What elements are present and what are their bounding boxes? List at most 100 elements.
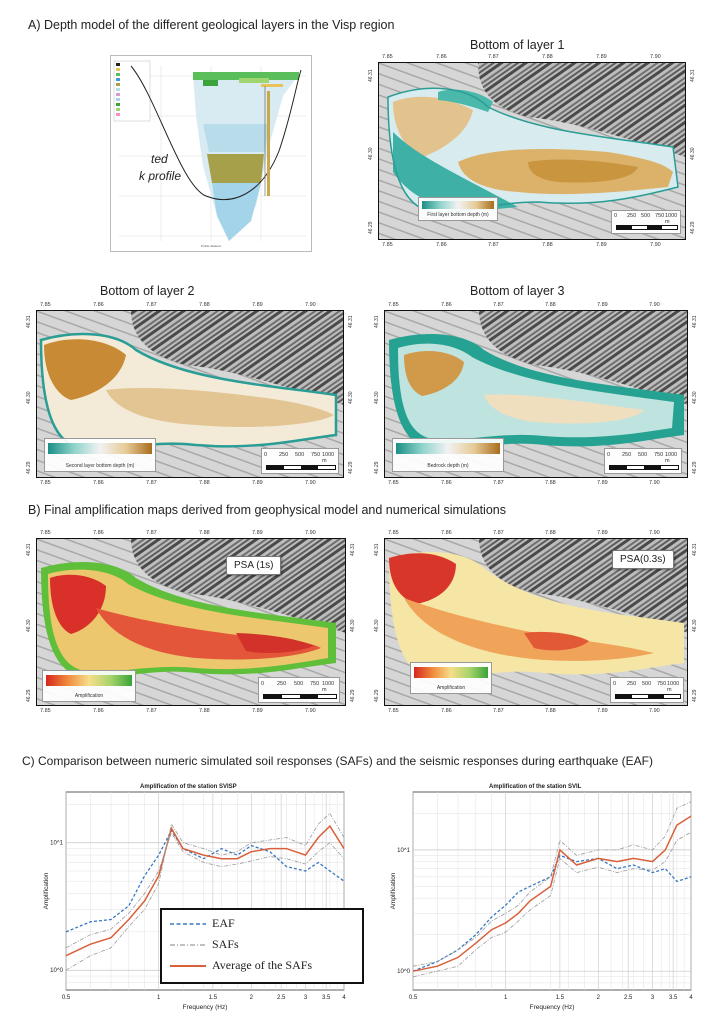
- map3-xtick-bottom: 7.90: [649, 480, 660, 486]
- map3-xtick: 7.85: [388, 302, 399, 308]
- map3-ytick-right: 46.31: [692, 315, 698, 328]
- map5-xtick: 7.89: [597, 530, 608, 536]
- y-axis-label: Amplification: [43, 872, 50, 909]
- map2-ytick: 46.29: [26, 461, 32, 474]
- chart2-title: Amplification of the station SVIL: [489, 784, 582, 790]
- map4-scale-tick: 750: [310, 681, 320, 687]
- map2-xtick-bottom: 7.86: [93, 480, 104, 486]
- map5-legend-label: Amplification: [436, 685, 466, 691]
- map4-legend: Amplification: [42, 670, 136, 702]
- x-tick-label: 2: [250, 995, 254, 1001]
- map3-xtick: 7.87: [493, 302, 504, 308]
- map3-xtick: 7.89: [597, 302, 608, 308]
- legend-avg: Average of the SAFs: [212, 958, 313, 972]
- y-tick-label: 10^1: [50, 841, 63, 847]
- map1-xtick-bottom: 7.90: [650, 242, 661, 248]
- x-tick-label: 0.5: [62, 995, 71, 1001]
- map3-scale-tick: 1000 m: [665, 452, 678, 464]
- map1-xtick: 7.88: [542, 54, 553, 60]
- map1-ytick-right: 46.29: [690, 221, 696, 234]
- map5-xtick-bottom: 7.85: [388, 708, 399, 714]
- map5-scale-tick: 750: [657, 681, 667, 687]
- map5-scale-tick: 500: [642, 681, 652, 687]
- map4-scale-tick: 500: [294, 681, 304, 687]
- map1-xtick: 7.87: [488, 54, 499, 60]
- map3-xtick: 7.90: [649, 302, 660, 308]
- map4-xtick: 7.85: [40, 530, 51, 536]
- map3-ytick-right: 46.29: [692, 461, 698, 474]
- x-tick-label: 2.5: [277, 995, 286, 1001]
- map5-scale-tick: 1000 m: [667, 681, 680, 693]
- map1-ytick-right: 46.30: [690, 147, 696, 160]
- x-tick-label: 3.5: [669, 995, 678, 1001]
- x-axis-label: Frequency (Hz): [530, 1004, 575, 1011]
- map1-xtick-bottom: 7.88: [542, 242, 553, 248]
- map3-scale-tick: 500: [638, 452, 648, 458]
- profile-label-2: k profile: [139, 169, 182, 183]
- map4-scale-tick: 1000 m: [322, 681, 335, 693]
- map2-ytick: 46.31: [26, 315, 32, 328]
- map2-ytick-right: 46.31: [348, 315, 354, 328]
- x-tick-label: 0.5: [409, 995, 418, 1001]
- map2-scale-graphic: [266, 465, 336, 470]
- map5-ytick-right: 46.30: [692, 619, 698, 632]
- chart-svil: Amplification of the station SVIL 0.5 1 1.…: [385, 780, 705, 1016]
- map4-xtick: 7.90: [305, 530, 316, 536]
- map2-ytick: 46.30: [26, 391, 32, 404]
- map5-ytick: 46.31: [374, 543, 380, 556]
- map2-xtick-bottom: 7.89: [252, 480, 263, 486]
- map3-scale-tick: 0: [607, 452, 611, 458]
- map-bottom-layer-2: Second layer bottom depth (m) 0 250 500 …: [36, 310, 344, 478]
- map2-ytick-right: 46.30: [348, 391, 354, 404]
- x-tick-label: 1.5: [209, 995, 218, 1001]
- series-line-safs: [65, 812, 345, 971]
- x-tick-label: 2.5: [624, 995, 633, 1001]
- map1-ytick: 46.29: [368, 221, 374, 234]
- map5-scale-graphic: [615, 694, 681, 699]
- x-tick-label: 3: [304, 995, 308, 1001]
- series-line-average-of-the-safs: [65, 824, 345, 957]
- map1-scale-tick: 0: [614, 213, 618, 219]
- map3-ytick: 46.30: [374, 391, 380, 404]
- map3-xtick-bottom: 7.89: [597, 480, 608, 486]
- map2-title: Bottom of layer 2: [100, 284, 195, 298]
- map5-scale-tick: 250: [627, 681, 637, 687]
- map2-xtick: 7.90: [305, 302, 316, 308]
- map4-colorbar: [46, 675, 132, 686]
- map4-scalebar: 0 250 500 750 1000 m: [258, 677, 340, 703]
- chart1-title: Amplification of the station SVISP: [140, 784, 237, 790]
- map2-scalebar: 0 250 500 750 1000 m: [261, 448, 339, 474]
- map2-xtick-bottom: 7.85: [40, 480, 51, 486]
- series-line-safs: [65, 831, 345, 949]
- map1-legend-label: First layer bottom depth (m): [427, 212, 489, 218]
- profile-label-1: ted: [151, 152, 168, 166]
- map1-title: Bottom of layer 1: [470, 38, 565, 52]
- map4-svg: [36, 538, 346, 706]
- map1-xtick-bottom: 7.87: [488, 242, 499, 248]
- map3-title: Bottom of layer 3: [470, 284, 565, 298]
- legend-safs: SAFs: [212, 937, 239, 951]
- map1-scale-tick: 750: [655, 213, 665, 219]
- profile-xlabel: Profile distance: [201, 244, 222, 248]
- map-bottom-layer-1: First layer bottom depth (m) 0 250 500 7…: [378, 62, 686, 240]
- map5-ytick-right: 46.31: [692, 543, 698, 556]
- map1-xtick: 7.86: [436, 54, 447, 60]
- map3-colorbar: [396, 443, 500, 454]
- map2-scale-tick: 500: [295, 452, 305, 458]
- map5-xtick-bottom: 7.90: [649, 708, 660, 714]
- map2-scale-tick: 750: [311, 452, 321, 458]
- series-line-average-of-the-safs: [412, 815, 692, 972]
- map1-xtick: 7.89: [596, 54, 607, 60]
- map4-legend-label: Amplification: [74, 693, 104, 699]
- map1-xtick-bottom: 7.85: [382, 242, 393, 248]
- map4-scale-tick: 250: [277, 681, 287, 687]
- map5-legend: Amplification: [410, 662, 492, 694]
- map2-legend-label: Second layer bottom depth (m): [65, 463, 135, 469]
- map4-scale-graphic: [263, 694, 337, 699]
- map5-xtick: 7.85: [388, 530, 399, 536]
- map2-legend: Second layer bottom depth (m): [44, 438, 156, 472]
- map1-scale-graphic: [616, 225, 678, 230]
- map5-xtick: 7.87: [493, 530, 504, 536]
- map5-xtick: 7.88: [545, 530, 556, 536]
- map2-xtick-bottom: 7.88: [199, 480, 210, 486]
